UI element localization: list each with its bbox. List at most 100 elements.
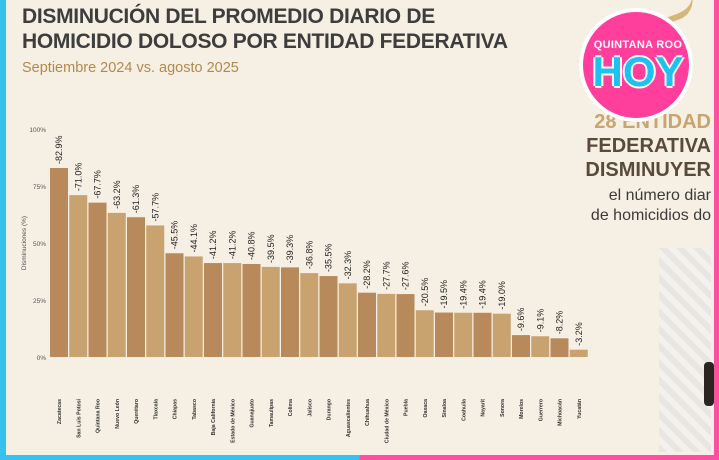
data-label: -19.0% bbox=[497, 281, 507, 310]
bar bbox=[377, 293, 396, 357]
data-label: -71.0% bbox=[73, 163, 83, 192]
data-label: -3.2% bbox=[574, 322, 584, 346]
decorative-pattern bbox=[659, 248, 711, 452]
category-label: Durango bbox=[327, 399, 333, 420]
category-label: Aguascalientes bbox=[346, 399, 352, 437]
side-panel: 28 ENTIDAD FEDERATIVA DISMINUYER el núme… bbox=[585, 110, 711, 226]
data-label: -19.5% bbox=[439, 280, 449, 309]
bar bbox=[127, 217, 145, 357]
title-line-2: HOMICIDIO DOLOSO POR ENTIDAD FEDERATIVA bbox=[22, 30, 508, 53]
category-label: Guanajuato bbox=[250, 399, 256, 428]
bar bbox=[165, 253, 184, 357]
bar bbox=[300, 273, 319, 357]
bar bbox=[69, 195, 88, 357]
bar bbox=[242, 263, 261, 357]
bar bbox=[454, 312, 473, 357]
data-label: -19.4% bbox=[478, 280, 488, 309]
bar bbox=[531, 336, 550, 357]
y-tick-label: 25% bbox=[33, 298, 46, 305]
logo-circle bbox=[579, 8, 693, 122]
data-label: -36.8% bbox=[304, 241, 314, 270]
y-tick-label: 75% bbox=[33, 184, 46, 191]
category-label: Puebla bbox=[404, 399, 410, 416]
bar bbox=[88, 202, 107, 357]
category-label: Ciudad de México bbox=[384, 399, 390, 443]
bar bbox=[107, 212, 126, 357]
bar bbox=[473, 312, 492, 357]
bar bbox=[435, 312, 453, 357]
side-text-1: el número diar bbox=[608, 187, 711, 204]
category-label: Jalisco bbox=[307, 399, 313, 417]
y-tick-label: 0% bbox=[37, 355, 47, 362]
data-label: -19.4% bbox=[458, 280, 468, 309]
data-label: -82.9% bbox=[54, 135, 64, 164]
category-label: Chihuahua bbox=[365, 399, 371, 426]
category-label: Nayarit bbox=[481, 399, 487, 417]
logo-text-main: HOY bbox=[592, 48, 684, 95]
data-label: -39.3% bbox=[285, 235, 295, 264]
category-label: Coahuila bbox=[461, 399, 467, 421]
data-label: -61.3% bbox=[131, 185, 141, 214]
category-label: San Luis Potosí bbox=[76, 398, 82, 437]
subtitle: Septiembre 2024 vs. agosto 2025 bbox=[22, 60, 239, 76]
category-label: Tabasco bbox=[192, 399, 198, 420]
y-tick-label: 50% bbox=[33, 241, 46, 248]
bar bbox=[261, 266, 280, 357]
bottom-color-strip bbox=[0, 455, 719, 460]
logo-text-top: QUINTANA ROO bbox=[593, 39, 683, 51]
data-label: -40.8% bbox=[247, 231, 257, 260]
y-axis-title: Disminuciones (%) bbox=[21, 216, 28, 270]
category-label: Tlaxcala bbox=[153, 399, 159, 420]
data-label: -27.7% bbox=[381, 261, 391, 290]
title-line-1: DISMINUCIÓN DEL PROMEDIO DIARIO DE bbox=[22, 5, 435, 28]
category-label: Zacatecas bbox=[57, 399, 63, 424]
bar bbox=[50, 167, 68, 357]
side-text-2: de homicidios do bbox=[590, 207, 711, 224]
side-headline-3: DISMINUYER bbox=[585, 159, 711, 181]
category-label: Michoacán bbox=[558, 399, 564, 426]
data-label: -9.1% bbox=[535, 309, 545, 333]
data-label: -9.6% bbox=[516, 308, 526, 332]
category-label: Chiapas bbox=[173, 399, 179, 419]
data-label: -41.2% bbox=[208, 231, 218, 260]
data-label: -20.5% bbox=[420, 278, 430, 307]
data-label: -39.5% bbox=[266, 234, 276, 263]
category-label: Yucatán bbox=[577, 399, 583, 419]
bar bbox=[319, 276, 338, 357]
data-label: -28.2% bbox=[362, 260, 372, 289]
side-headline-2: FEDERATIVA bbox=[586, 135, 711, 157]
quintana-roo-hoy-logo: QUINTANA ROO HOY bbox=[579, 8, 705, 126]
category-label: Querétaro bbox=[134, 399, 140, 424]
bar bbox=[204, 263, 222, 357]
bar bbox=[396, 294, 415, 357]
data-label: -45.5% bbox=[170, 221, 180, 250]
data-label: -27.6% bbox=[401, 262, 411, 291]
bar bbox=[146, 225, 165, 357]
category-label: Sinaloa bbox=[442, 399, 448, 418]
category-label: Baja California bbox=[211, 399, 217, 435]
data-label: -41.2% bbox=[227, 231, 237, 260]
data-label: -57.7% bbox=[150, 193, 160, 222]
bar bbox=[492, 313, 511, 357]
category-label: Nuevo León bbox=[115, 399, 121, 429]
data-label: -63.2% bbox=[112, 180, 122, 209]
bar bbox=[550, 338, 569, 357]
category-label: Morelos bbox=[519, 399, 525, 419]
y-tick-label: 100% bbox=[29, 127, 46, 134]
category-label: Tamaulipas bbox=[269, 399, 275, 427]
category-label: Oaxaca bbox=[423, 399, 429, 418]
category-label: Guerrero bbox=[538, 399, 544, 421]
decorative-shape bbox=[704, 362, 714, 406]
category-label: Quintana Roo bbox=[96, 399, 102, 433]
bar bbox=[358, 292, 376, 357]
data-label: -67.7% bbox=[93, 170, 103, 199]
data-label: -35.5% bbox=[324, 244, 334, 273]
category-label: Sonora bbox=[500, 399, 506, 417]
category-label: Colima bbox=[288, 399, 294, 416]
bar bbox=[569, 349, 588, 357]
data-label: -44.1% bbox=[189, 224, 199, 253]
bar bbox=[281, 267, 299, 357]
bar bbox=[338, 283, 357, 357]
